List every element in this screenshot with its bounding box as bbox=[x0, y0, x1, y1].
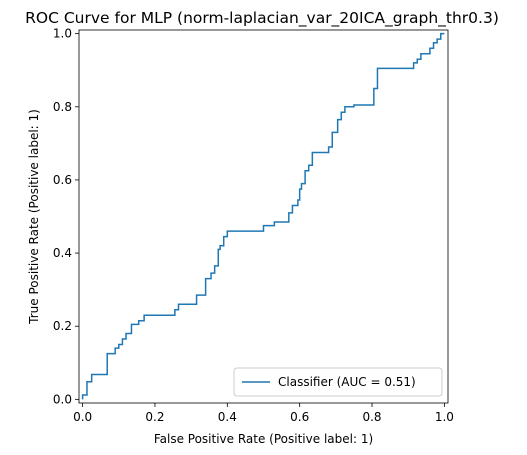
y-tick-label: 0.4 bbox=[53, 246, 72, 260]
legend: Classifier (AUC = 0.51) bbox=[233, 367, 443, 397]
legend-entry: Classifier (AUC = 0.51) bbox=[278, 375, 416, 389]
axis-ticks: 0.0 0.2 0.4 0.6 0.8 1.0 0.0 0.2 0.4 0.6 0.8 1.0 bbox=[53, 27, 454, 424]
x-tick-label: 0.4 bbox=[218, 410, 237, 424]
x-tick-label: 1.0 bbox=[435, 410, 454, 424]
y-tick-label: 0.0 bbox=[53, 392, 72, 406]
roc-curve-line bbox=[81, 32, 445, 400]
plot-area bbox=[79, 30, 448, 403]
plot-frame bbox=[78, 29, 449, 404]
x-tick-label: 0.0 bbox=[73, 410, 92, 424]
y-tick-label: 1.0 bbox=[53, 27, 72, 41]
y-tick-label: 0.8 bbox=[53, 100, 72, 114]
x-tick-label: 0.2 bbox=[145, 410, 164, 424]
x-tick-label: 0.8 bbox=[362, 410, 381, 424]
x-axis-label: False Positive Rate (Positive label: 1) bbox=[154, 432, 373, 446]
legend-box bbox=[233, 367, 443, 397]
y-tick-label: 0.2 bbox=[53, 319, 72, 333]
x-tick-label: 0.6 bbox=[290, 410, 309, 424]
y-axis-label: True Positive Rate (Positive label: 1) bbox=[27, 109, 41, 325]
series-layer bbox=[81, 32, 445, 400]
y-tick-label: 0.6 bbox=[53, 173, 72, 187]
chart-title: ROC Curve for MLP (norm-laplacian_var_20… bbox=[25, 9, 499, 28]
